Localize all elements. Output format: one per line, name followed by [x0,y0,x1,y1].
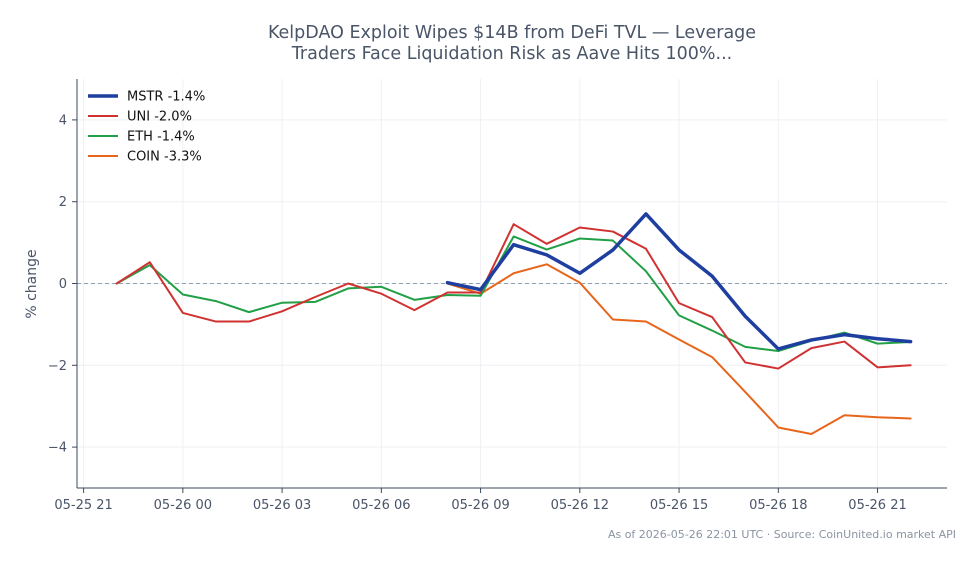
footnote: As of 2026-05-26 22:01 UTC · Source: Coi… [608,528,956,541]
x-tick-label: 05-26 03 [253,498,311,513]
legend-label: UNI -2.0% [127,110,192,125]
x-tick-label: 05-26 09 [451,498,509,513]
y-axis-ticks: 4 2 0 −2 −4 [48,113,77,456]
y-tick-label: 4 [59,113,67,128]
y-tick-label: −2 [48,359,67,374]
x-tick-label: 05-26 15 [650,498,708,513]
legend-label: COIN -3.3% [127,150,202,165]
series-line-coin [446,263,912,436]
x-tick-label: 05-26 06 [352,498,410,513]
series-layer [115,212,913,436]
x-tick-label: 05-25 21 [54,498,112,513]
x-tick-label: 05-26 21 [848,498,906,513]
chart-title-line-1: KelpDAO Exploit Wipes $14B from DeFi TVL… [268,23,756,43]
y-tick-label: 0 [59,277,67,292]
y-tick-label: 2 [59,195,67,210]
series-line-uni [115,223,912,370]
legend-label: MSTR -1.4% [127,90,205,105]
series-line-eth [115,235,912,352]
x-axis-ticks: 05-25 21 05-26 00 05-26 03 05-26 06 05-26 09… [54,488,907,513]
series-line-mstr [445,212,913,351]
legend-label: ETH -1.4% [127,130,195,145]
x-tick-label: 05-26 18 [749,498,807,513]
x-tick-label: 05-26 00 [154,498,212,513]
x-tick-label: 05-26 12 [551,498,609,513]
chart-title-line-2: Traders Face Liquidation Risk as Aave Hi… [291,44,732,64]
y-tick-label: −4 [48,441,67,456]
y-axis-label: % change [24,249,40,318]
legend: MSTR -1.4% UNI -2.0% ETH -1.4% COIN -3.3% [88,90,205,165]
